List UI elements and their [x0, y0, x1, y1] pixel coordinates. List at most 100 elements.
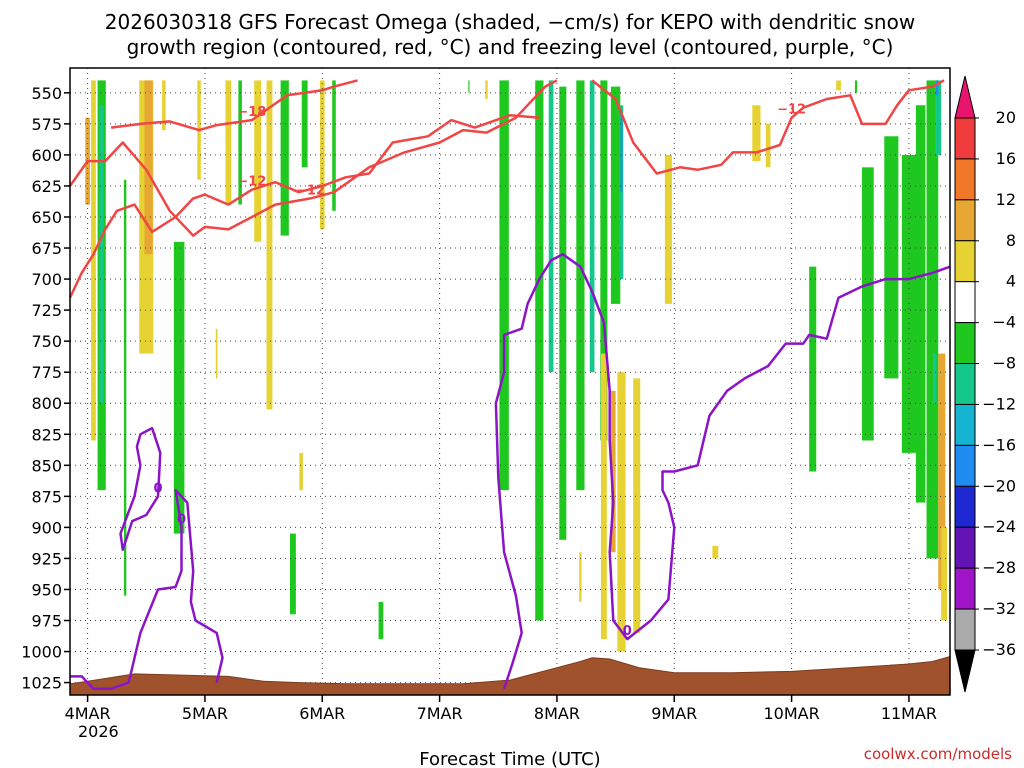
omega-shade-cell [617, 372, 626, 652]
x-tick-label: 11MAR [881, 704, 937, 723]
omega-shade-cell [926, 80, 939, 559]
omega-shade-cell [332, 80, 336, 211]
colorbar-label: −4 [992, 313, 1016, 332]
y-tick-label: 575 [31, 115, 62, 134]
colorbar-band [954, 485, 976, 528]
y-tick-label: 550 [31, 84, 62, 103]
colorbar-band [954, 199, 976, 242]
omega-shade-cell [144, 80, 153, 255]
y-tick-label: 800 [31, 394, 62, 413]
y-tick-label: 850 [31, 456, 62, 475]
colorbar-label: −36 [982, 640, 1016, 659]
terrain [69, 655, 951, 696]
colorbar-label: 8 [1006, 231, 1016, 250]
y-axis: 550 575 600 625 650 675 700 725 750 775 800 825 850 8… [21, 84, 70, 693]
omega-shade-cell [173, 241, 185, 534]
dgz-contour [110, 79, 358, 132]
omega-shade-cell [884, 136, 899, 379]
x-tick-label: 5MAR [182, 704, 228, 723]
colorbar-label: −8 [992, 354, 1016, 373]
omega-shade-cell [589, 80, 595, 373]
omega-shade-cell [238, 80, 242, 205]
colorbar-label: −32 [982, 599, 1016, 618]
colorbar-band [954, 322, 976, 365]
colorbar-bottom-arrow [954, 649, 976, 693]
colorbar-band [954, 117, 976, 160]
y-tick-label: 825 [31, 425, 62, 444]
omega-shade-cell [610, 86, 621, 304]
omega-shade-cell [535, 80, 544, 621]
freezing-contour-label: 0 [153, 481, 162, 496]
colorbar-band [954, 608, 976, 651]
omega-shade-cell [499, 80, 509, 491]
x-tick-label: 8MAR [534, 704, 580, 723]
dgz-contour-label: −18 [237, 105, 266, 120]
omega-shade-cell [836, 80, 841, 91]
x-tick-label: 10MAR [763, 704, 819, 723]
x-axis-title: Forecast Time (UTC) [419, 749, 600, 768]
colorbar-band [954, 363, 976, 405]
omega-shade-cell [485, 80, 488, 100]
freezing-contour-label: 0 [623, 624, 632, 639]
y-tick-label: 750 [31, 332, 62, 351]
y-tick-label: 725 [31, 301, 62, 320]
omega-shade-cell [610, 390, 616, 553]
omega-shade-cell [633, 378, 641, 633]
omega-shade-cell [712, 546, 719, 559]
omega-shade-cell [915, 105, 926, 503]
chart-title-line-2: growth region (contoured, red, °C) and f… [127, 35, 894, 59]
dgz-contours: −18−12−12−12 [68, 79, 945, 299]
y-tick-label: 925 [31, 549, 62, 568]
omega-shade-cell [938, 353, 946, 590]
omega-shade-cell [935, 80, 942, 155]
colorbar-label: −16 [982, 435, 1016, 454]
omega-shade-cell [266, 80, 273, 410]
y-tick-label: 900 [31, 518, 62, 537]
omega-shade-cell [809, 266, 817, 472]
chart-title-line-1: 2026030318 GFS Forecast Omega (shaded, −… [105, 10, 915, 34]
colorbar-label: −12 [982, 394, 1016, 413]
omega-shade-cell [620, 111, 623, 193]
colorbar-label: 4 [1006, 272, 1016, 291]
omega-shade-cell [576, 80, 585, 491]
omega-shade-cell [290, 533, 296, 615]
dgz-contour-label: −12 [237, 175, 266, 190]
x-tick-label: 7MAR [417, 704, 463, 723]
x-axis: 4MAR 5MAR 6MAR 7MAR 8MAR 9MAR 10MAR 11MAR [65, 695, 937, 723]
colorbar-band [954, 240, 976, 283]
x-tick-label: 9MAR [651, 704, 697, 723]
omega-shade-cell [600, 80, 608, 441]
dgz-contour [68, 113, 540, 299]
dgz-contour-label: −12 [777, 103, 806, 118]
omega-shade-cell [301, 80, 308, 168]
omega-shade-cell [123, 179, 127, 596]
colorbar-label: −24 [982, 517, 1016, 536]
freezing-contour [494, 252, 951, 690]
omega-shade-cell [559, 86, 567, 540]
y-tick-label: 875 [31, 487, 62, 506]
omega-shade-cell [91, 80, 96, 441]
omega-shade-cell [935, 80, 939, 96]
omega-shade-cell [854, 80, 858, 93]
freezing-contour [119, 426, 162, 551]
y-tick-label: 775 [31, 363, 62, 382]
colorbar-label: 16 [996, 149, 1016, 168]
y-tick-label: 650 [31, 208, 62, 227]
grid-lines [70, 68, 950, 695]
omega-shade-cell [225, 80, 232, 205]
omega-shade-cell [548, 80, 554, 373]
colorbar-band [954, 281, 976, 324]
x-axis-year: 2026 [78, 722, 119, 741]
omega-shading [85, 80, 948, 652]
omega-shade-cell [254, 80, 262, 242]
colorbar-band [954, 567, 976, 610]
omega-shade-cell [862, 167, 874, 441]
colorbar-label: −28 [982, 558, 1016, 577]
colorbar: 20 16 12 8 4 −4 −8 −12 −16 −20 −24 −28 −32 −36 [954, 75, 1016, 693]
y-tick-label: 675 [31, 239, 62, 258]
plot-frame [69, 67, 951, 696]
y-tick-label: 700 [31, 270, 62, 289]
colorbar-label: −20 [982, 476, 1016, 495]
omega-shade-cell [215, 328, 218, 379]
